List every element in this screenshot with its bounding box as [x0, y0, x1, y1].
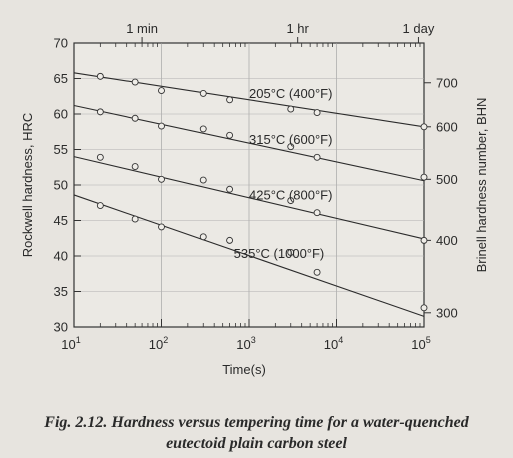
data-point: [158, 223, 165, 231]
y-tick-label: 60: [54, 107, 68, 122]
data-point: [226, 131, 234, 139]
data-point: [313, 209, 321, 217]
y-tick-label: 45: [54, 213, 68, 228]
y-tick-label: 35: [54, 284, 68, 299]
figure-caption-line-1: Fig. 2.12. Hardness versus tempering tim…: [44, 414, 469, 431]
data-point: [158, 87, 165, 95]
data-point: [313, 109, 321, 117]
x-tick-base: 10: [324, 337, 338, 352]
x-tick-label: 102: [149, 335, 168, 352]
y-tick-label: 55: [54, 142, 68, 157]
y2-tick-label: 600: [436, 119, 458, 134]
x-tick-base: 10: [411, 337, 425, 352]
series-trend-line: [73, 194, 425, 317]
y2-tick-label: 700: [436, 75, 458, 90]
data-point: [287, 248, 295, 256]
data-point: [287, 143, 295, 151]
series-2: 315°C (600°F): [73, 104, 428, 182]
top-axis-label: 1 day: [403, 21, 435, 36]
data-point: [226, 236, 234, 244]
y-tick-label: 30: [54, 320, 68, 335]
data-point: [199, 89, 207, 97]
x-tick-exponent: 2: [163, 335, 168, 345]
y-tick-label: 65: [54, 71, 68, 86]
y-tick-label: 50: [54, 178, 68, 193]
series-1: 205°C (400°F): [73, 72, 428, 131]
x-tick-label: 101: [61, 335, 80, 352]
series-3: 425°C (800°F): [73, 153, 428, 244]
data-point: [420, 173, 428, 181]
series-label: 425°C (800°F): [249, 188, 332, 203]
x-tick-label: 105: [411, 335, 430, 352]
data-point: [226, 96, 234, 104]
data-point: [313, 153, 321, 161]
y2-tick-label: 500: [436, 172, 458, 187]
data-point: [199, 176, 207, 184]
data-point: [96, 153, 104, 161]
data-point: [158, 122, 165, 130]
hardness-chart: 101 102 103 104 1053035404550556065703004005…: [20, 21, 489, 377]
axes: 101 102 103 104 1053035404550556065703004005…: [54, 21, 458, 352]
data-point: [96, 72, 104, 80]
x-tick-exponent: 4: [338, 335, 343, 345]
y-tick-label: 70: [54, 36, 68, 51]
x-tick-base: 10: [236, 337, 250, 352]
data-point: [287, 197, 295, 205]
series-label: 535°C (1000°F): [234, 246, 325, 261]
data-point: [420, 123, 428, 131]
data-point: [226, 185, 234, 193]
x-tick-label: 104: [324, 335, 343, 352]
y-axis-label: Rockwell hardness, HRC: [20, 113, 35, 258]
series-label: 205°C (400°F): [249, 86, 332, 101]
y2-axis-label: Brinell hardness number, BHN: [474, 98, 489, 273]
x-axis-label: Time(s): [222, 362, 266, 377]
data-point: [420, 304, 428, 312]
y2-tick-label: 400: [436, 233, 458, 248]
x-tick-base: 10: [149, 337, 163, 352]
series-layer: 205°C (400°F) 315°C (600°F) 425°C (800°F) 5…: [73, 72, 428, 317]
series-4: 535°C (1000°F): [73, 194, 428, 317]
figure-caption-line-2: eutectoid plain carbon steel: [166, 435, 347, 452]
y2-tick-label: 300: [436, 305, 458, 320]
x-tick-exponent: 3: [251, 335, 256, 345]
series-label: 315°C (600°F): [249, 132, 332, 147]
data-point: [199, 233, 207, 241]
series-trend-line: [73, 156, 425, 240]
x-tick-base: 10: [61, 337, 75, 352]
x-tick-label: 103: [236, 335, 255, 352]
data-point: [96, 108, 104, 116]
data-point: [131, 215, 139, 223]
data-point: [199, 125, 207, 133]
data-point: [420, 236, 428, 244]
x-tick-exponent: 1: [76, 335, 81, 345]
x-tick-exponent: 5: [426, 335, 431, 345]
data-point: [287, 105, 295, 113]
data-point: [313, 268, 321, 276]
top-axis-label: 1 min: [126, 21, 158, 36]
data-point: [131, 78, 139, 86]
data-point: [96, 202, 104, 210]
data-point: [131, 163, 139, 170]
y-tick-label: 40: [54, 249, 68, 264]
top-axis-label: 1 hr: [286, 21, 309, 36]
data-point: [131, 114, 139, 122]
data-point: [158, 175, 165, 183]
